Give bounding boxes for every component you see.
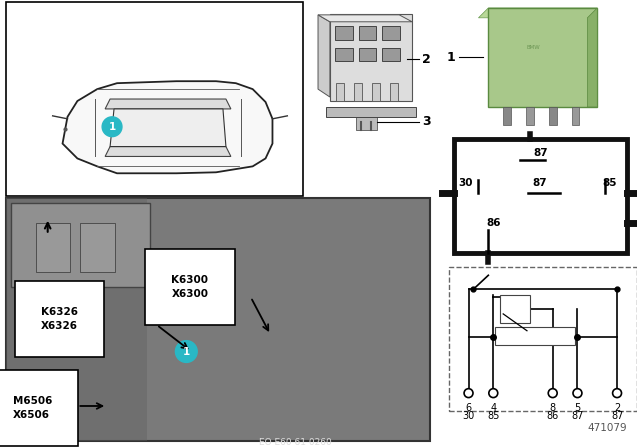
Text: 5: 5 bbox=[574, 403, 580, 413]
Bar bbox=[335, 26, 353, 39]
Polygon shape bbox=[479, 8, 597, 18]
Bar bbox=[572, 107, 579, 125]
Circle shape bbox=[464, 389, 473, 397]
Bar bbox=[526, 107, 534, 125]
Circle shape bbox=[489, 389, 498, 397]
Text: 2: 2 bbox=[614, 403, 620, 413]
Bar bbox=[336, 83, 344, 101]
Polygon shape bbox=[318, 15, 412, 22]
Bar bbox=[6, 198, 147, 441]
Text: 87: 87 bbox=[611, 411, 623, 421]
Bar bbox=[81, 223, 115, 272]
Bar bbox=[6, 198, 430, 441]
Bar bbox=[503, 107, 511, 125]
Text: BMW: BMW bbox=[526, 45, 540, 50]
Text: 86: 86 bbox=[547, 411, 559, 421]
Text: 85: 85 bbox=[487, 411, 499, 421]
Circle shape bbox=[102, 117, 122, 137]
Text: 86: 86 bbox=[486, 218, 501, 228]
Circle shape bbox=[612, 389, 621, 397]
Polygon shape bbox=[63, 81, 273, 173]
Text: 85: 85 bbox=[602, 178, 617, 188]
Text: K6300
X6300: K6300 X6300 bbox=[172, 275, 209, 299]
Text: 1: 1 bbox=[182, 347, 190, 357]
Bar bbox=[488, 8, 597, 107]
Bar bbox=[11, 203, 150, 287]
Circle shape bbox=[175, 340, 197, 362]
Bar bbox=[326, 107, 416, 117]
Text: 471079: 471079 bbox=[588, 423, 627, 433]
Polygon shape bbox=[105, 99, 231, 109]
Text: 30: 30 bbox=[463, 411, 475, 421]
Text: 8: 8 bbox=[550, 403, 556, 413]
Text: 87: 87 bbox=[533, 148, 548, 159]
Bar bbox=[36, 223, 70, 272]
Bar bbox=[358, 47, 376, 61]
Text: 4: 4 bbox=[490, 403, 497, 413]
Bar bbox=[330, 14, 412, 101]
Text: K6326
X6326: K6326 X6326 bbox=[41, 307, 77, 331]
Bar bbox=[358, 26, 376, 39]
Polygon shape bbox=[110, 109, 226, 146]
Polygon shape bbox=[105, 146, 231, 156]
Bar bbox=[454, 138, 627, 253]
Text: 87: 87 bbox=[572, 411, 584, 421]
Bar bbox=[6, 2, 303, 196]
Bar bbox=[335, 47, 353, 61]
Bar bbox=[382, 47, 400, 61]
Text: 1: 1 bbox=[108, 122, 116, 132]
Bar bbox=[382, 26, 400, 39]
Bar bbox=[449, 267, 637, 411]
Text: EO E60 61 0260: EO E60 61 0260 bbox=[259, 438, 332, 447]
Bar bbox=[548, 107, 557, 125]
Polygon shape bbox=[588, 8, 597, 107]
Bar bbox=[372, 83, 380, 101]
Text: 2: 2 bbox=[422, 53, 431, 66]
Bar bbox=[500, 295, 530, 323]
Polygon shape bbox=[318, 15, 330, 97]
Text: 87: 87 bbox=[532, 178, 547, 188]
Bar bbox=[495, 327, 575, 345]
Text: 6: 6 bbox=[465, 403, 472, 413]
Circle shape bbox=[573, 389, 582, 397]
Text: M6506
X6506: M6506 X6506 bbox=[13, 396, 52, 420]
Circle shape bbox=[548, 389, 557, 397]
Text: 1: 1 bbox=[447, 51, 456, 64]
Text: 30: 30 bbox=[459, 178, 473, 188]
Bar bbox=[354, 83, 362, 101]
Text: 3: 3 bbox=[422, 115, 431, 128]
Bar bbox=[356, 114, 378, 130]
Bar bbox=[390, 83, 398, 101]
